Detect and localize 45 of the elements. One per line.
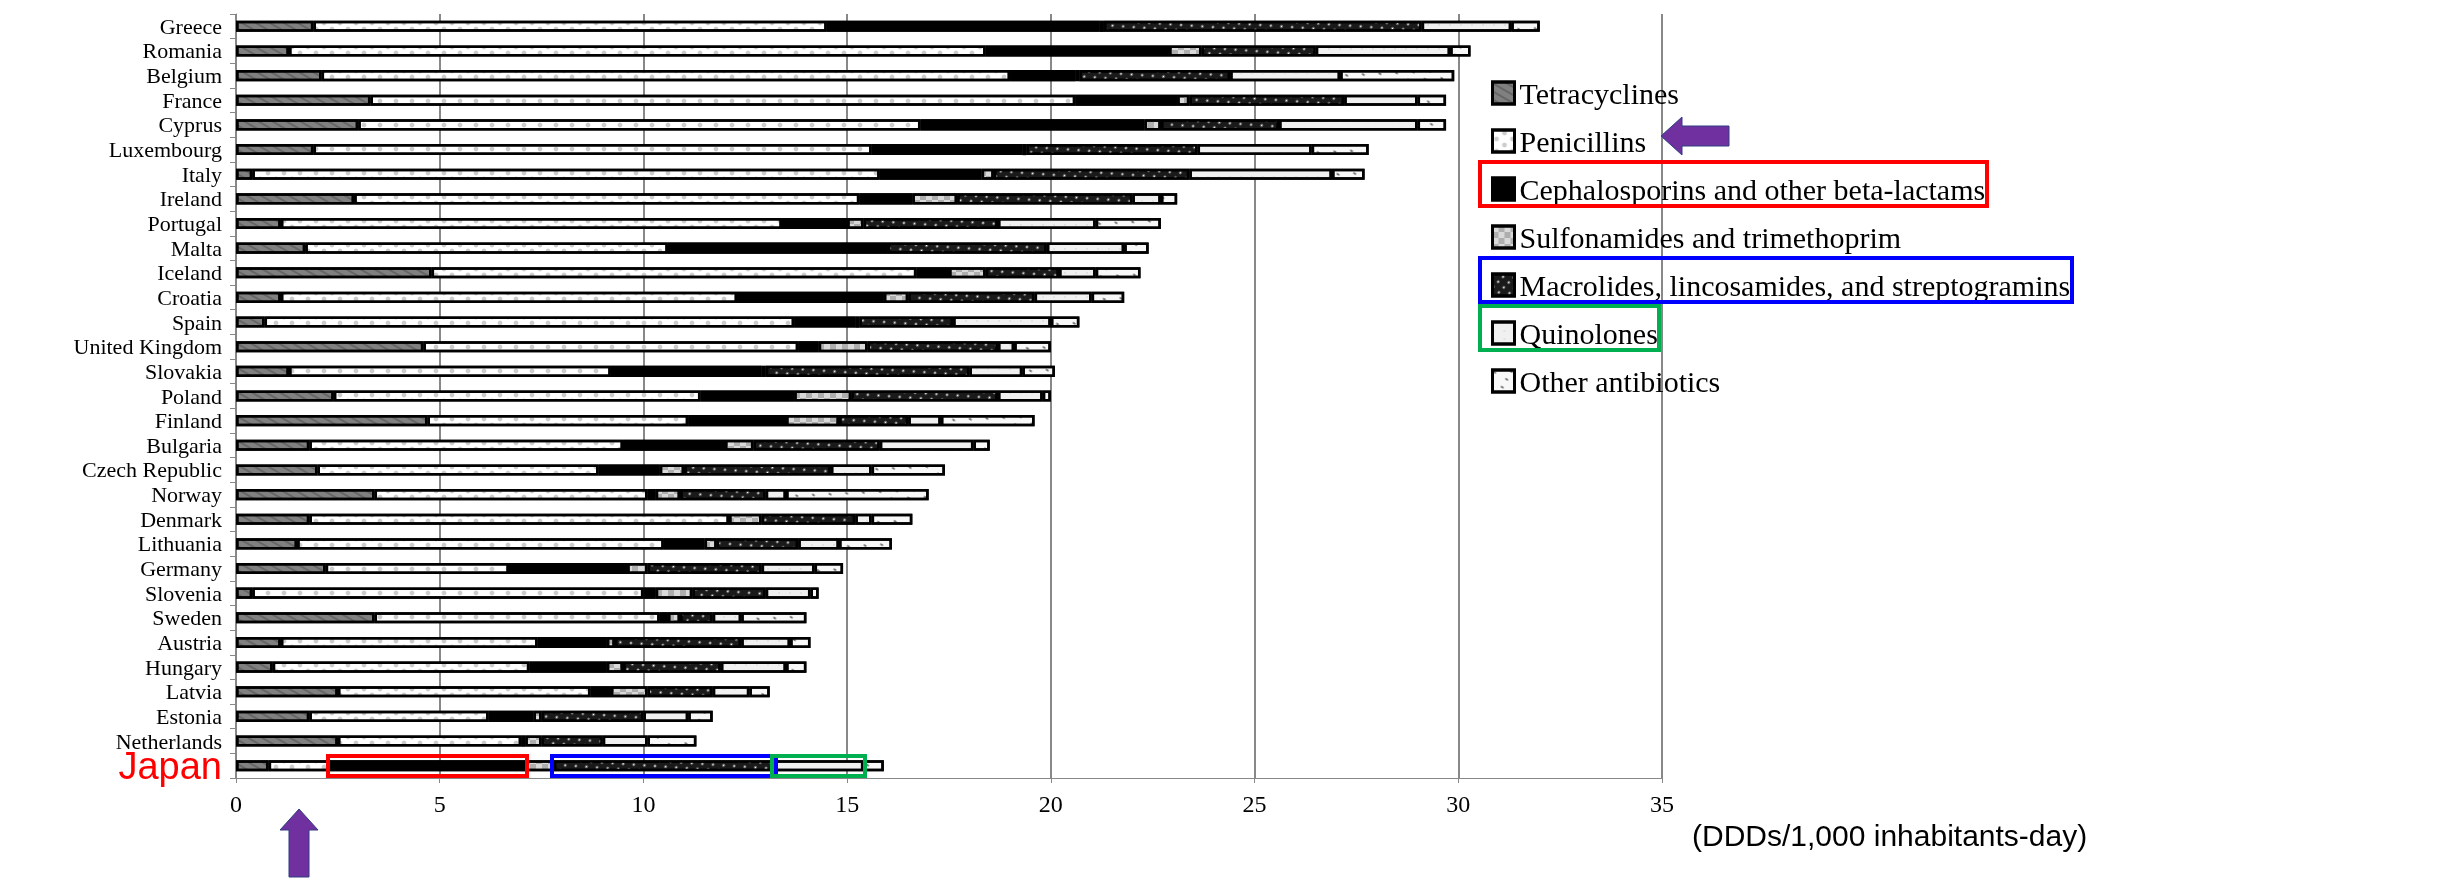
y-tick-label: Norway [151, 482, 222, 508]
x-tick-label: 30 [1446, 791, 1471, 817]
y-tick-label: Iceland [157, 260, 222, 286]
x-tick-label: 0 [230, 791, 242, 817]
y-tick-label: Latvia [165, 679, 223, 705]
y-tick-label: Lithuania [137, 531, 223, 557]
y-tick-label: Bulgaria [146, 432, 223, 458]
legend-label: Other antibiotics [1519, 364, 1721, 398]
y-tick-label: Portugal [147, 210, 222, 236]
y-tick-label: France [162, 87, 222, 113]
y-tick-label: Estonia [156, 703, 223, 729]
y-tick-label: Malta [170, 235, 223, 261]
legend-label: Macrolides, lincosamides, and streptogramins [1519, 268, 2071, 302]
x-tick-label: 5 [433, 791, 446, 817]
x-tick-label: 35 [1650, 791, 1674, 817]
x-axis-title: (DDDs/1,000 inhabitants-day) [1692, 818, 2088, 852]
y-tick-label: Poland [160, 383, 222, 409]
y-tick-label: Austria [157, 629, 223, 655]
y-tick-label: Czech Republic [82, 457, 223, 483]
y-tick-label: Slovenia [145, 580, 223, 606]
legend-label: Tetracyclines [1519, 76, 1679, 110]
y-tick-label: Sweden [152, 605, 222, 631]
legend-label: Quinolones [1519, 316, 1658, 350]
y-tick-label: United Kingdom [73, 334, 222, 360]
y-tick-label: Finland [154, 408, 222, 434]
y-tick-label: Luxembourg [108, 137, 222, 163]
y-tick-label: Belgium [146, 63, 222, 89]
y-tick-label: Croatia [157, 284, 223, 310]
x-tick-label: 20 [1038, 791, 1063, 817]
y-tick-label: Ireland [159, 186, 222, 212]
y-tick-label: Greece [159, 13, 222, 39]
y-tick-label: Germany [140, 556, 222, 582]
y-tick-label: Slovakia [145, 358, 223, 384]
legend-label: Penicillins [1519, 124, 1647, 158]
legend-label: Sulfonamides and trimethoprim [1519, 220, 1902, 254]
y-tick-label: Denmark [140, 506, 222, 532]
legend-label: Cephalosporins and other beta-lactams [1519, 172, 1986, 206]
x-tick-label: 25 [1242, 791, 1267, 817]
y-tick-label: Romania [142, 38, 223, 64]
x-tick-label: 15 [835, 791, 860, 817]
y-tick-label: Hungary [145, 654, 222, 680]
x-tick-label: 10 [631, 791, 656, 817]
y-tick-label: Cyprus [158, 112, 222, 138]
y-tick-label: Spain [171, 309, 222, 335]
y-tick-label: Italy [181, 161, 222, 187]
